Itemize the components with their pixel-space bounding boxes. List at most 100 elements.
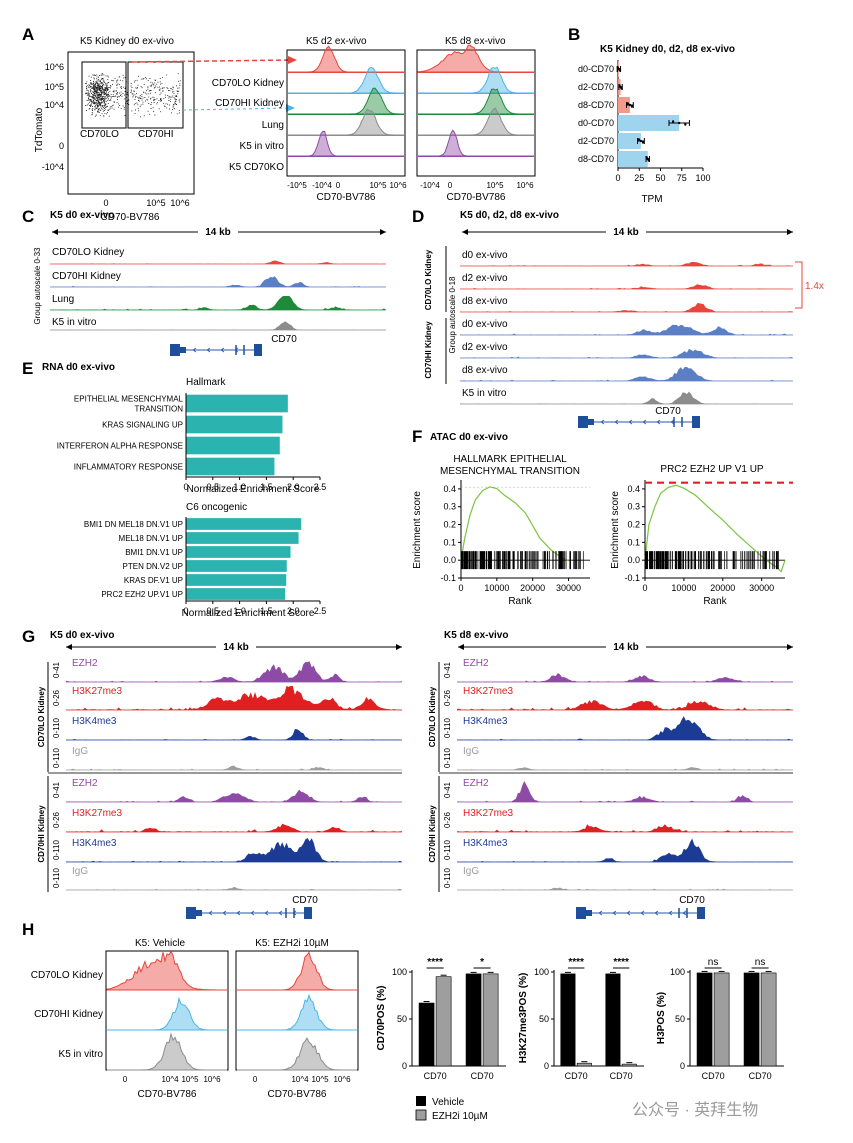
track-signal [66, 823, 402, 832]
b-point [639, 139, 643, 143]
panel-b: B K5 Kidney d0, d2, d8 ex-vivo d0-CD70LO… [568, 25, 735, 205]
hist-curve [288, 66, 404, 94]
f-enrichment-line [460, 486, 569, 562]
flow-xtick-1e5: 10^5 [146, 198, 165, 208]
h-significance-label: **** [427, 957, 443, 968]
g-track-range: 0-41 [52, 661, 61, 678]
g-track-label: IgG [72, 866, 88, 877]
b-point [647, 159, 650, 162]
panel-g-title-left: K5 d0 ex-vivo [50, 630, 114, 641]
panel-d-fold-label: 1.4x [805, 281, 824, 292]
panel-letter-h: H [22, 920, 34, 939]
b-category-label: d8-CD70 [578, 100, 614, 110]
gene-strand-arrow [264, 910, 269, 916]
g-track-range: 0-110 [443, 868, 452, 888]
gene-model-g-right [576, 907, 705, 919]
g-track-label: H3K27me3 [72, 686, 122, 697]
gene-strand-arrow [668, 910, 673, 916]
e-bar [186, 574, 287, 586]
gene-strand-arrow [600, 419, 605, 425]
hist-stack-d2 [288, 45, 404, 157]
hist-d8-xtick-5: 10^5 [486, 181, 504, 190]
h2-xtick-6: 10^6 [333, 1075, 351, 1084]
gsea-2-ylabel: Enrichment score [610, 491, 621, 569]
h-hist-curve [237, 993, 357, 1031]
e-xtick-label: 0 [183, 482, 188, 492]
g-track-label: H3K27me3 [463, 808, 513, 819]
h-bar [482, 973, 499, 1067]
h-bar [418, 1002, 435, 1067]
e-xtick-label: 2.0 [287, 606, 300, 616]
hist-row-ko: K5 CD70KO [229, 162, 284, 173]
panel-g: G K5 d0 ex-vivo K5 d8 ex-vivo 14 kb 14 k… [22, 627, 793, 919]
h1-xlabel: CD70-BV786 [138, 1089, 197, 1100]
track-signal [66, 729, 402, 740]
g-track-label: H3K4me3 [72, 716, 117, 727]
panel-d-track-5: d8 ex-vivo [462, 365, 508, 376]
f-ytick-label: 0.0 [627, 555, 640, 565]
panel-g-scale-bg-left [216, 640, 256, 654]
gene-exon [254, 344, 262, 356]
gsea-2-title: PRC2 EZH2 UP V1 UP [660, 464, 764, 475]
b-bar [618, 151, 648, 167]
f-xtick-label: 30000 [556, 583, 581, 593]
gene-strand-arrow [682, 910, 687, 916]
panel-e-hallmark-title: Hallmark [186, 377, 226, 388]
f-ytick-label: 0.2 [443, 520, 456, 530]
panel-a: A K5 Kidney d0 ex-vivo K5 d2 ex-vivo K5 … [22, 25, 536, 223]
panel-d-tracks [460, 261, 793, 405]
hist-d8-xtick-0: 0 [448, 181, 453, 190]
b-category-label: d0-CD70 [578, 64, 614, 74]
gene-strand-arrow [626, 910, 631, 916]
b-xtick-label: 0 [615, 173, 620, 183]
h-category-label: CD70 [565, 1071, 588, 1081]
panel-c-ylabel: Group autoscale 0-33 [33, 247, 42, 324]
hist-curve [417, 44, 534, 73]
hist-row-hi: CD70HI Kidney [215, 98, 284, 109]
panel-d-track-2: d8 ex-vivo [462, 296, 508, 307]
h-bar [435, 976, 452, 1067]
b-point [684, 123, 687, 126]
b-category-label: d2-CD70 [578, 82, 614, 92]
legend-label-ezh2i: EZH2i 10µM [432, 1111, 488, 1122]
gene-model-c [170, 344, 262, 356]
f-ytick-label: 0.1 [443, 537, 456, 547]
gsea-1-xlabel: Rank [508, 596, 532, 607]
e-bar [186, 394, 288, 413]
h-significance-label: * [480, 957, 484, 968]
g-group-lo-label: CD70LO Kidney [428, 686, 437, 747]
track-signal [457, 700, 793, 710]
panel-d-gene-label: CD70 [655, 406, 681, 417]
b-xtick-label: 50 [655, 173, 665, 183]
f-ytick-label: 0.3 [627, 502, 640, 512]
f-xtick-label: 0 [458, 583, 463, 593]
gene-model-g-left [186, 907, 312, 919]
h-category-label: CD70 [749, 1071, 772, 1081]
panel-a-title-d8: K5 d8 ex-vivo [445, 36, 506, 47]
h1-xtick-6: 10^6 [203, 1075, 221, 1084]
gene-strand-arrow [656, 419, 661, 425]
panel-e: E RNA d0 ex-vivo Hallmark EPITHELIAL MES… [22, 359, 326, 619]
g-track-range: 0-26 [443, 689, 452, 706]
gene-exon [170, 344, 180, 356]
gene-strand-arrow [598, 910, 603, 916]
gene-strand-arrow [670, 419, 675, 425]
gate-hi-label: CD70HI [138, 129, 174, 140]
hist-curve [418, 88, 534, 115]
g-track-label: IgG [72, 746, 88, 757]
track-signal [66, 789, 402, 802]
gene-strand-arrow [292, 910, 297, 916]
h-hist-curve [237, 951, 357, 991]
gate-cd70-lo [81, 61, 127, 129]
panel-a-title-d2: K5 d2 ex-vivo [306, 36, 367, 47]
g-track-range: 0-41 [443, 661, 452, 678]
b-category-label: d8-CD70 [578, 154, 614, 164]
gene-strand-arrow [208, 910, 213, 916]
track-signal [66, 686, 402, 710]
h-bar2-ylabel: H3K27me3POS (%) [518, 973, 529, 1064]
e-bar [186, 415, 283, 434]
e-bar [186, 457, 275, 476]
panel-b-title: K5 Kidney d0, d2, d8 ex-vivo [600, 44, 735, 55]
b-point [628, 103, 632, 107]
